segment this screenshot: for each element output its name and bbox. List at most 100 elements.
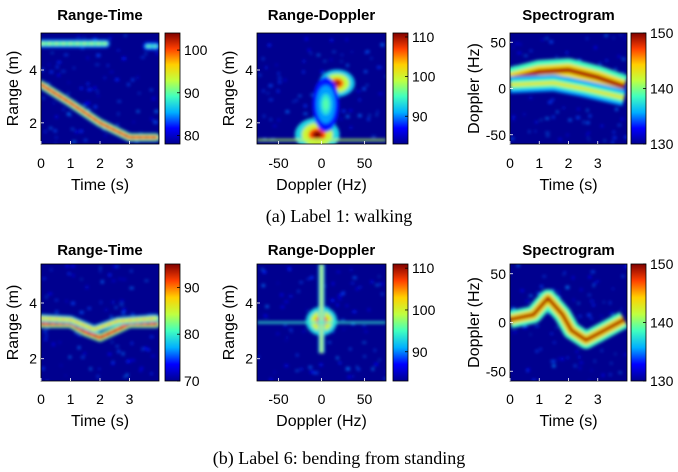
noise-speck	[136, 110, 140, 113]
noise-speck	[621, 118, 624, 121]
noise-speck	[276, 333, 280, 335]
colorbar-tick-label: 150	[650, 25, 674, 41]
x-tick-label: 50	[357, 155, 373, 171]
x-axis-label: Doppler (Hz)	[276, 177, 367, 194]
noise-speck	[299, 281, 303, 284]
noise-speck	[269, 378, 273, 381]
noise-speck	[75, 332, 77, 335]
noise-speck	[153, 96, 155, 98]
noise-speck	[284, 364, 289, 367]
noise-speck	[368, 114, 371, 116]
noise-speck	[108, 37, 111, 39]
y-axis-label: Range (m)	[5, 51, 22, 127]
noise-speck	[351, 323, 355, 326]
noise-speck	[513, 65, 516, 67]
noise-speck	[149, 335, 154, 338]
noise-speck	[337, 294, 342, 297]
noise-speck	[121, 311, 125, 315]
noise-speck	[614, 353, 617, 355]
colorbar-tick-label: 110	[412, 260, 435, 276]
y-axis-label: Doppler (Hz)	[466, 43, 483, 134]
noise-speck	[590, 369, 593, 371]
noise-speck	[67, 92, 69, 95]
noise-speck	[87, 88, 92, 91]
panel-2: -50 0 50 2 4 Range-Doppler Doppler (Hz) Range (…	[221, 7, 436, 194]
noise-speck	[596, 280, 600, 282]
noise-speck	[363, 355, 366, 358]
noise-speck	[349, 347, 352, 350]
noise-speck	[586, 121, 590, 124]
noise-speck	[378, 275, 380, 277]
noise-speck	[268, 84, 273, 87]
noise-speck	[367, 117, 370, 121]
noise-speck	[550, 360, 555, 363]
colorbar-tick-label: 130	[650, 373, 674, 389]
noise-speck	[534, 325, 539, 327]
noise-speck	[65, 264, 69, 268]
noise-speck	[528, 97, 533, 99]
noise-speck	[133, 121, 135, 123]
noise-speck	[578, 58, 581, 62]
noise-speck	[86, 101, 90, 105]
noise-speck	[113, 265, 117, 268]
noise-speck	[624, 37, 627, 40]
noise-speck	[77, 346, 81, 350]
noise-speck	[74, 130, 78, 133]
noise-speck	[71, 301, 75, 305]
panel-4: 0 1 2 3 2 4 Range-Time Time (s) Range (m) 70 80 90	[5, 242, 200, 430]
noise-speck	[624, 135, 627, 139]
noise-speck	[154, 110, 159, 113]
colorbar-tick-label: 100	[412, 69, 436, 85]
noise-speck	[108, 273, 112, 277]
noise-speck	[517, 52, 522, 54]
noise-speck	[48, 63, 50, 66]
noise-speck	[44, 328, 46, 332]
feature-blob-1-ring-4	[312, 131, 322, 139]
noise-speck	[615, 108, 618, 111]
noise-speck	[119, 300, 124, 302]
noise-speck	[144, 280, 149, 282]
noise-speck	[528, 130, 531, 133]
noise-speck	[566, 356, 569, 359]
noise-speck	[116, 123, 119, 126]
noise-speck	[310, 94, 314, 96]
noise-speck	[97, 375, 99, 378]
noise-speck	[71, 264, 75, 268]
noise-speck	[620, 307, 623, 310]
noise-speck	[123, 376, 126, 378]
noise-speck	[364, 331, 368, 333]
noise-speck	[346, 64, 349, 67]
noise-speck	[366, 84, 369, 86]
noise-speck	[348, 109, 353, 112]
noise-speck	[588, 114, 592, 118]
noise-speck	[44, 338, 48, 341]
noise-speck	[512, 118, 515, 121]
noise-speck	[355, 288, 359, 290]
noise-speck	[117, 112, 119, 116]
noise-speck	[112, 301, 115, 304]
noise-speck	[144, 346, 147, 350]
noise-speck	[550, 289, 555, 291]
noise-speck	[516, 264, 520, 267]
noise-speck	[367, 308, 370, 312]
y-tick-label: 4	[29, 62, 37, 78]
noise-speck	[55, 310, 58, 313]
noise-speck	[55, 115, 58, 118]
noise-speck	[53, 102, 55, 104]
noise-speck	[45, 295, 47, 299]
noise-speck	[579, 361, 583, 364]
noise-speck	[316, 371, 319, 375]
noise-speck	[265, 315, 268, 318]
x-tick-label: 1	[67, 391, 75, 407]
noise-speck	[112, 360, 114, 363]
y-tick-label: -50	[486, 363, 506, 379]
noise-speck	[263, 138, 267, 140]
noise-speck	[49, 127, 53, 130]
x-tick-label: 0	[318, 155, 326, 171]
noise-speck	[540, 285, 543, 288]
noise-speck	[586, 134, 589, 137]
noise-speck	[267, 43, 271, 47]
noise-speck	[76, 36, 78, 38]
